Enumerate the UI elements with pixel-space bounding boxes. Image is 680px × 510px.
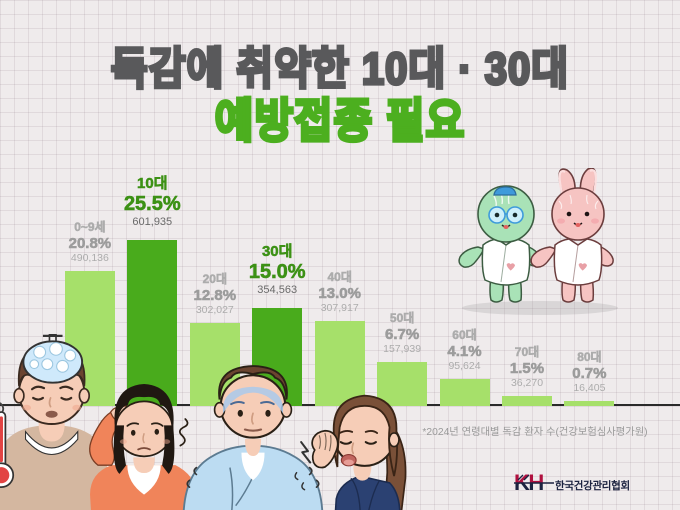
svg-text:한국건강관리협회: 한국건강관리협회 <box>555 479 630 492</box>
